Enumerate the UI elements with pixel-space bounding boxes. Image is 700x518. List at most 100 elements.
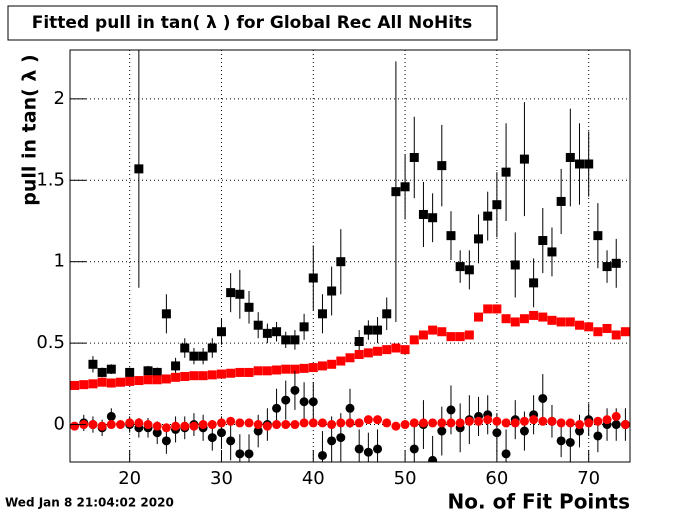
plot-area (70, 50, 630, 462)
circle-marker (253, 426, 263, 436)
circle-marker (198, 420, 208, 430)
circle-marker (418, 418, 428, 428)
title-box (7, 5, 498, 41)
square-marker (143, 375, 153, 385)
square-marker (492, 304, 502, 314)
circle-marker (538, 393, 548, 403)
circle-marker (290, 420, 300, 430)
square-marker (437, 327, 447, 337)
square-marker (317, 309, 327, 319)
square-marker (189, 371, 199, 381)
square-marker (290, 364, 300, 374)
square-marker (501, 314, 511, 324)
square-marker (584, 159, 594, 169)
square-marker (501, 167, 511, 177)
circle-marker (400, 420, 410, 430)
square-marker (308, 273, 318, 283)
square-marker (207, 370, 217, 380)
circle-marker (106, 420, 116, 430)
square-marker (281, 364, 291, 374)
circle-marker (556, 436, 566, 446)
x-tick-label: 30 (210, 468, 233, 489)
square-marker (428, 213, 438, 223)
square-marker (226, 368, 236, 378)
circle-marker (161, 436, 171, 446)
square-marker (373, 325, 383, 335)
square-marker (134, 376, 144, 386)
square-marker (354, 350, 364, 360)
square-marker (345, 353, 355, 363)
square-marker (216, 327, 226, 337)
circle-marker (189, 421, 199, 431)
square-marker (529, 310, 539, 320)
y-tick-label: 0.5 (36, 332, 65, 353)
square-marker (97, 377, 107, 387)
square-marker (363, 325, 373, 335)
circle-marker (428, 455, 438, 462)
square-marker (262, 328, 272, 338)
circle-marker (207, 420, 217, 430)
square-marker (226, 288, 236, 298)
square-marker (125, 376, 135, 386)
x-tick-label: 50 (394, 468, 417, 489)
square-marker (602, 323, 612, 333)
square-marker (317, 361, 327, 371)
square-marker (88, 359, 98, 369)
circle-marker (299, 418, 309, 428)
square-marker (547, 247, 557, 257)
circle-marker (620, 420, 630, 430)
circle-marker (538, 416, 548, 426)
square-marker (519, 154, 529, 164)
circle-marker (611, 411, 621, 421)
square-marker (198, 351, 208, 361)
circle-marker (88, 420, 98, 430)
square-marker (418, 330, 428, 340)
y-axis-label: pull in tan( λ ) (19, 54, 41, 205)
square-marker (400, 182, 410, 192)
square-marker (207, 343, 217, 353)
circle-marker (327, 420, 337, 430)
x-tick-label: 20 (118, 468, 141, 489)
x-tick-label: 70 (577, 468, 600, 489)
square-marker (446, 332, 456, 342)
circle-marker (565, 418, 575, 428)
square-marker (611, 258, 621, 268)
circle-marker (611, 420, 621, 430)
square-marker (235, 367, 245, 377)
square-marker (455, 332, 465, 342)
square-marker (455, 262, 465, 272)
circle-marker (161, 423, 171, 433)
circle-marker (281, 395, 291, 405)
square-marker (492, 200, 502, 210)
circle-marker (134, 418, 144, 428)
circle-marker (474, 416, 484, 426)
square-marker (483, 304, 493, 314)
circle-marker (391, 421, 401, 431)
square-marker (308, 363, 318, 373)
square-marker (198, 371, 208, 381)
square-marker (299, 363, 309, 373)
circle-marker (253, 420, 263, 430)
circle-marker (363, 415, 373, 425)
circle-marker (373, 415, 383, 425)
square-marker (134, 164, 144, 174)
square-marker (244, 302, 254, 312)
square-marker (106, 364, 116, 374)
square-marker (152, 367, 162, 377)
square-marker (97, 367, 107, 377)
circle-marker (483, 415, 493, 425)
square-marker (584, 322, 594, 332)
frame (69, 49, 631, 463)
square-marker (336, 257, 346, 267)
circle-marker (226, 416, 236, 426)
square-marker (400, 345, 410, 355)
square-marker (161, 374, 171, 384)
square-marker (272, 365, 282, 375)
square-marker (253, 320, 263, 330)
circle-marker (547, 416, 557, 426)
circle-marker (308, 397, 318, 407)
circle-marker (180, 421, 190, 431)
circle-marker (437, 426, 447, 436)
